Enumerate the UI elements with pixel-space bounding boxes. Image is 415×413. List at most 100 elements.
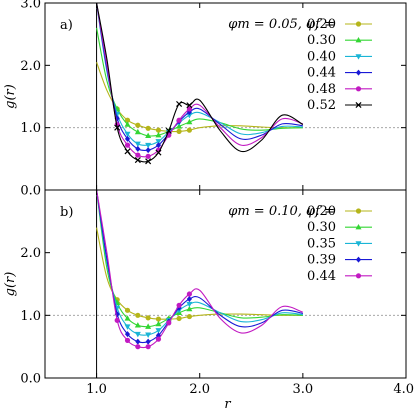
data-point [135, 145, 141, 152]
legend-marker [355, 224, 362, 230]
data-point [155, 127, 162, 133]
legend-label: 0.44 [307, 269, 336, 284]
series-line [96, 62, 303, 133]
legend: φm = 0.10, φf =0.200.300.35 0.390.44 [228, 204, 372, 284]
data-point [186, 106, 192, 112]
data-point [186, 113, 193, 119]
legend-marker [355, 37, 362, 43]
data-point [124, 135, 131, 142]
data-point [176, 302, 182, 308]
data-point [176, 128, 182, 135]
data-point [135, 152, 141, 158]
data-point [135, 338, 141, 345]
series-group [96, 3, 304, 165]
legend-label: 0.30 [307, 33, 336, 48]
legend-label: 0.20 [307, 204, 336, 219]
data-point [135, 312, 141, 318]
legend-label: 0.30 [307, 220, 336, 235]
x-tick-label: 4.0 [393, 382, 414, 397]
series-line [96, 190, 304, 349]
legend-marker [355, 241, 362, 247]
y-tick-label: 1.0 [20, 121, 41, 136]
data-point [145, 323, 152, 329]
data-point [176, 123, 183, 129]
data-point [145, 338, 151, 345]
series-0-48 [96, 3, 304, 159]
data-point [145, 315, 151, 321]
legend-header: φm = 0.10, φf = [228, 204, 335, 219]
legend-marker [355, 54, 362, 60]
data-point [134, 331, 141, 338]
data-point [155, 316, 162, 322]
legend-label: 0.39 [307, 253, 336, 268]
legend-marker [355, 208, 362, 214]
y-tick-label: 2.0 [20, 246, 41, 261]
series-0-30 [96, 27, 303, 138]
legend-marker [355, 256, 362, 263]
data-point [165, 127, 172, 134]
data-point [186, 305, 193, 312]
data-point [135, 344, 141, 350]
data-point [186, 291, 192, 297]
data-point [176, 315, 182, 322]
y-tick-label: 2.0 [20, 59, 41, 74]
legend-marker [355, 273, 362, 279]
series-0-44 [96, 190, 304, 350]
legend-marker [355, 86, 362, 92]
data-point [124, 117, 131, 123]
data-point [145, 158, 152, 165]
data-point [155, 320, 162, 327]
data-point [124, 331, 131, 338]
legend-header: φm = 0.05, φf = [228, 17, 335, 32]
legend-label: 0.20 [307, 17, 336, 32]
series-line [96, 3, 304, 163]
data-point [124, 307, 131, 313]
data-point [124, 131, 131, 138]
series-line [96, 27, 303, 137]
data-point [124, 142, 131, 148]
data-point [124, 148, 131, 155]
data-point [145, 142, 152, 149]
legend-label: 0.35 [307, 236, 336, 251]
data-point [134, 322, 141, 328]
legend-label: 0.40 [307, 49, 336, 64]
data-point [135, 122, 141, 128]
x-tick-label: 1.0 [86, 382, 107, 397]
y-axis-title: g(r) [3, 272, 18, 297]
x-tick-label: 2.0 [189, 382, 210, 397]
data-point [155, 139, 162, 145]
data-point [176, 117, 182, 123]
legend-marker [355, 21, 362, 27]
data-point [124, 315, 131, 321]
series-group [96, 190, 304, 350]
data-point [186, 118, 193, 125]
data-point [134, 157, 141, 164]
y-tick-label: 0.0 [20, 372, 41, 387]
data-point [186, 102, 193, 109]
plot-frame [44, 189, 407, 379]
legend-marker [355, 69, 362, 76]
data-point [186, 313, 192, 320]
data-point [124, 324, 131, 330]
data-point [155, 131, 162, 138]
data-point [145, 125, 151, 131]
y-tick-label: 1.0 [20, 309, 41, 324]
data-point [145, 132, 152, 138]
y-axis-title: g(r) [3, 84, 18, 109]
legend-label: 0.48 [307, 82, 336, 97]
data-point [145, 332, 152, 338]
data-point [186, 301, 193, 308]
legend: φm = 0.05, φf =0.200.300.40 0.440.480.52 [228, 17, 372, 113]
y-tick-label: 0.0 [20, 184, 41, 199]
data-point [186, 127, 192, 133]
data-point [145, 153, 151, 159]
legend-label: 0.44 [307, 66, 336, 81]
series-line [96, 3, 304, 158]
panel-a: 0.0 1.0 2.0 3.0 g(r) a) φm = 0.05, φf =0.200.3… [3, 0, 407, 199]
panel-b: 0.0 1.0 2.0 1.0 2.0 3.0 4.0 g(r) r b) φm = 0.10, φ… [3, 189, 414, 412]
y-tick-label: 3.0 [20, 0, 41, 12]
series-line [96, 227, 303, 320]
series-0-52 [96, 3, 304, 165]
data-point [114, 124, 121, 131]
data-point [124, 121, 131, 127]
